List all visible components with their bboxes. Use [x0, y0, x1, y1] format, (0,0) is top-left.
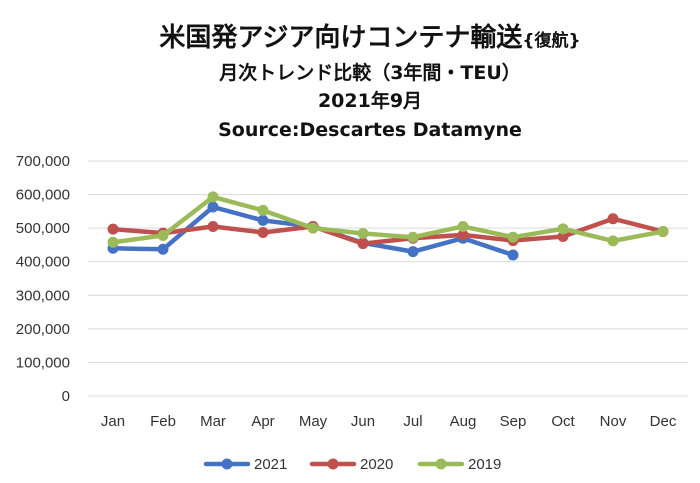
data-point — [107, 223, 119, 235]
x-tick-label: Aug — [450, 413, 477, 430]
y-axis-ticks: 0 100,000 200,000 300,000 400,000 500,000 600,… — [16, 153, 70, 405]
x-axis-ticks: Jan Feb Mar Apr May Jun Jul Aug Sep Oct Nov Dec — [101, 413, 677, 430]
data-point — [207, 191, 219, 203]
data-point — [507, 231, 519, 243]
chart-date: 2021年9月 — [318, 89, 422, 112]
data-point — [157, 243, 169, 255]
y-tick-label: 300,000 — [16, 287, 70, 304]
data-point — [557, 231, 569, 243]
x-tick-label: Feb — [150, 413, 176, 430]
series-line — [110, 194, 666, 245]
x-tick-label: Oct — [551, 413, 575, 430]
x-tick-label: Jun — [351, 413, 375, 430]
legend-item: 2021 — [203, 456, 287, 473]
gridlines — [88, 160, 688, 397]
legend-label: 2020 — [360, 456, 393, 473]
data-point — [207, 201, 219, 213]
data-point — [507, 249, 519, 261]
y-tick-label: 200,000 — [16, 321, 70, 338]
chart-source: Source:Descartes Datamyne — [218, 119, 522, 141]
y-tick-label: 600,000 — [16, 187, 70, 204]
y-tick-label: 700,000 — [16, 153, 70, 170]
legend-marker — [327, 458, 339, 470]
data-point — [457, 220, 469, 232]
data-point — [457, 229, 469, 241]
legend-label: 2019 — [468, 456, 501, 473]
chart-subtitle: 月次トレンド比較（3年間・TEU） — [218, 61, 521, 84]
y-tick-label: 400,000 — [16, 254, 70, 271]
data-point — [207, 220, 219, 232]
legend: 2021 2020 2019 — [203, 456, 501, 473]
data-point — [257, 204, 269, 216]
data-point — [407, 246, 419, 258]
legend-item: 2020 — [309, 456, 393, 473]
legend-marker — [435, 458, 447, 470]
x-tick-label: Sep — [500, 413, 527, 430]
data-point — [257, 214, 269, 226]
x-tick-label: Jan — [101, 413, 125, 430]
data-point — [357, 238, 369, 250]
data-point — [607, 235, 619, 247]
data-point — [607, 213, 619, 225]
legend-label: 2021 — [254, 456, 287, 473]
data-point — [107, 236, 119, 248]
data-point — [407, 231, 419, 243]
chart-title-suffix: {復航} — [522, 30, 580, 51]
x-tick-label: Apr — [251, 413, 274, 430]
data-point — [157, 230, 169, 242]
x-tick-label: May — [299, 413, 328, 430]
data-point — [357, 228, 369, 240]
x-tick-label: Jul — [403, 413, 422, 430]
y-tick-label: 100,000 — [16, 354, 70, 371]
chart-title: 米国発アジア向けコンテナ輸送{復航} — [159, 22, 580, 53]
x-tick-label: Dec — [650, 413, 677, 430]
x-tick-label: Nov — [600, 413, 627, 430]
data-point — [257, 227, 269, 239]
x-tick-label: Mar — [200, 413, 226, 430]
data-point — [657, 226, 669, 237]
legend-item: 2019 — [417, 456, 501, 473]
series-2020 — [107, 213, 669, 250]
legend-marker — [221, 458, 233, 470]
series-line — [110, 216, 666, 246]
series-lines — [107, 191, 669, 261]
y-tick-label: 500,000 — [16, 220, 70, 237]
data-point — [307, 222, 319, 234]
y-tick-label: 0 — [62, 388, 70, 405]
series-2019 — [107, 191, 669, 248]
data-point — [557, 223, 569, 235]
chart-title-main: 米国発アジア向けコンテナ輸送 — [159, 22, 522, 53]
